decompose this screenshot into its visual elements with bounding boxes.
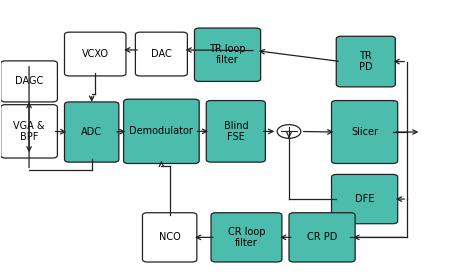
FancyBboxPatch shape (136, 32, 187, 76)
Text: Demodulator: Demodulator (129, 126, 193, 136)
FancyBboxPatch shape (194, 28, 261, 81)
Bar (150, 218, 195, 262)
Text: CR loop
filter: CR loop filter (228, 227, 265, 248)
Text: Slicer: Slicer (351, 127, 378, 137)
FancyBboxPatch shape (64, 102, 119, 162)
Text: DAC: DAC (151, 49, 172, 59)
FancyBboxPatch shape (331, 174, 398, 224)
Text: CR PD: CR PD (307, 232, 337, 242)
Bar (8, 110, 55, 158)
Text: DAGC: DAGC (15, 76, 43, 86)
FancyBboxPatch shape (124, 99, 199, 164)
Bar (72, 37, 124, 76)
Bar (143, 37, 185, 76)
Bar (219, 218, 280, 262)
FancyBboxPatch shape (64, 32, 126, 76)
Text: ADC: ADC (81, 127, 102, 137)
FancyBboxPatch shape (289, 213, 355, 262)
Text: DFE: DFE (355, 194, 374, 204)
Text: VGA &
BPF: VGA & BPF (13, 121, 45, 142)
Text: TR
PD: TR PD (359, 51, 373, 72)
FancyBboxPatch shape (331, 101, 398, 164)
FancyBboxPatch shape (0, 61, 57, 102)
Text: Blind
FSE: Blind FSE (224, 121, 248, 142)
Bar (72, 107, 117, 162)
Bar (297, 218, 353, 262)
Bar (339, 106, 396, 163)
Text: TR loop
filter: TR loop filter (209, 44, 246, 65)
FancyBboxPatch shape (143, 213, 197, 262)
FancyBboxPatch shape (211, 213, 282, 262)
Bar (8, 66, 55, 102)
Text: VCXO: VCXO (82, 49, 109, 59)
FancyBboxPatch shape (336, 36, 395, 87)
FancyBboxPatch shape (206, 101, 265, 162)
Bar (339, 180, 396, 223)
FancyBboxPatch shape (0, 105, 57, 158)
Bar (131, 104, 197, 163)
Bar (202, 33, 259, 81)
Bar (344, 42, 393, 87)
Text: NCO: NCO (159, 232, 181, 242)
Bar (214, 106, 264, 162)
